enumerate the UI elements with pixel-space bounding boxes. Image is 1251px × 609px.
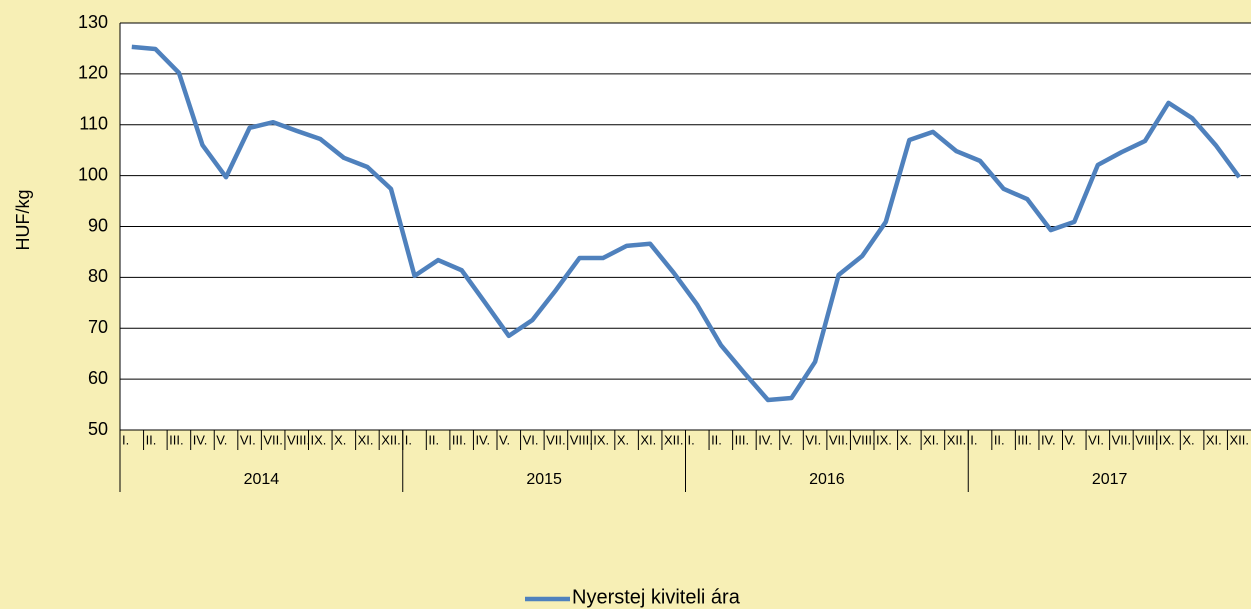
x-tick-label: VII. [546, 432, 566, 447]
group-label: 2015 [526, 471, 562, 488]
x-tick-label: VII. [1112, 432, 1132, 447]
x-tick-label: VI. [805, 432, 821, 447]
x-tick-label: IX. [1159, 432, 1175, 447]
x-tick-label: V. [782, 432, 793, 447]
x-tick-label: IV. [193, 432, 208, 447]
x-tick-label: III. [169, 432, 183, 447]
y-tick-label: 50 [88, 419, 108, 439]
x-tick-label: VI. [1088, 432, 1104, 447]
x-tick-label: II. [994, 432, 1005, 447]
x-tick-label: II. [711, 432, 722, 447]
y-tick-label: 70 [88, 317, 108, 337]
x-tick-label: VI. [523, 432, 539, 447]
y-tick-label: 110 [79, 114, 108, 134]
x-tick-label: X. [334, 432, 346, 447]
group-label: 2017 [1092, 471, 1128, 488]
y-tick-label: 80 [88, 266, 108, 286]
x-tick-label: I. [688, 432, 695, 447]
x-tick-label: XI. [1206, 432, 1222, 447]
x-tick-label: IX. [311, 432, 327, 447]
legend-label: Nyerstej kiviteli ára [572, 586, 741, 608]
x-tick-label: VIII. [1135, 432, 1158, 447]
y-tick-label: 120 [78, 63, 108, 83]
x-tick-label: V. [216, 432, 227, 447]
x-tick-label: VII. [829, 432, 849, 447]
y-tick-label: 130 [78, 12, 108, 32]
x-tick-label: XII. [664, 432, 684, 447]
x-tick-label: II. [428, 432, 439, 447]
group-label: 2014 [244, 471, 280, 488]
y-tick-label: 60 [88, 368, 108, 388]
x-tick-label: IV. [758, 432, 773, 447]
x-tick-label: XI. [640, 432, 656, 447]
x-tick-label: VIII. [852, 432, 875, 447]
x-tick-label: III. [452, 432, 466, 447]
y-tick-label: 100 [78, 164, 108, 184]
x-tick-label: XI. [923, 432, 939, 447]
x-tick-label: V. [1065, 432, 1076, 447]
x-tick-label: IV. [1041, 432, 1056, 447]
data-line [131, 44, 1242, 403]
x-tick-label: XII. [381, 432, 401, 447]
y-tick-label: 90 [88, 215, 108, 235]
y-axis-label: HUF/kg [13, 189, 33, 250]
x-tick-label: VIII. [570, 432, 593, 447]
x-tick-label: II. [146, 432, 157, 447]
x-tick-label: IX. [593, 432, 609, 447]
x-tick-label: III. [735, 432, 749, 447]
x-tick-label: I. [405, 432, 412, 447]
x-tick-label: XI. [358, 432, 374, 447]
x-tick-label: VII. [263, 432, 283, 447]
x-tick-label: X. [617, 432, 629, 447]
x-tick-label: X. [900, 432, 912, 447]
x-tick-label: I. [122, 432, 129, 447]
x-tick-label: V. [499, 432, 510, 447]
x-tick-label: XII. [1229, 432, 1249, 447]
x-tick-label: XII. [947, 432, 967, 447]
group-label: 2016 [809, 471, 845, 488]
x-tick-label: VIII. [287, 432, 310, 447]
x-tick-label: III. [1017, 432, 1031, 447]
x-tick-label: IV. [475, 432, 490, 447]
x-tick-label: X. [1182, 432, 1194, 447]
x-tick-label: I. [970, 432, 977, 447]
x-tick-label: VI. [240, 432, 256, 447]
x-tick-label: IX. [876, 432, 892, 447]
